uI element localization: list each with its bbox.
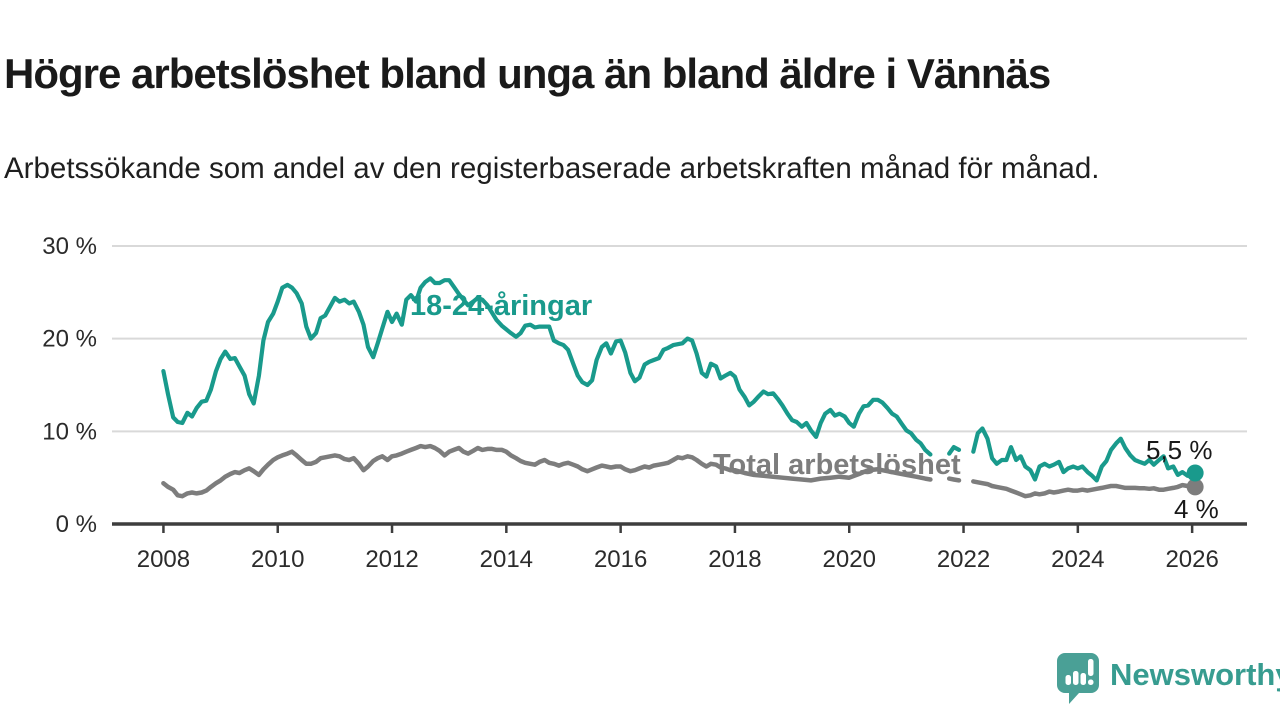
- newsworthy-logo: Newsworthy: [1056, 652, 1280, 704]
- page-title: Högre arbetslöshet bland unga än bland ä…: [4, 50, 1051, 98]
- svg-text:2022: 2022: [937, 546, 990, 573]
- series-label-youth: 18-24-åringar: [410, 290, 593, 322]
- svg-text:20 %: 20 %: [42, 326, 97, 353]
- svg-text:2020: 2020: [823, 546, 876, 573]
- svg-text:2014: 2014: [480, 546, 533, 573]
- svg-text:10 %: 10 %: [42, 418, 97, 445]
- svg-text:30 %: 30 %: [42, 233, 97, 260]
- end-value-label-total: 4 %: [1174, 494, 1219, 524]
- newsworthy-logo-text: Newsworthy: [1110, 657, 1280, 692]
- series-label-total: Total arbetslöshet: [713, 449, 961, 481]
- svg-text:2008: 2008: [137, 546, 190, 573]
- svg-text:2012: 2012: [365, 546, 418, 573]
- svg-text:2010: 2010: [251, 546, 304, 573]
- chart-subtitle: Arbetssökande som andel av den registerb…: [4, 151, 1100, 185]
- svg-text:2018: 2018: [708, 546, 761, 573]
- svg-text:2016: 2016: [594, 546, 647, 573]
- svg-text:2026: 2026: [1165, 546, 1218, 573]
- svg-text:0 %: 0 %: [56, 511, 97, 538]
- newsworthy-speech-bubble-chart-icon: [1057, 653, 1099, 704]
- svg-text:2024: 2024: [1051, 546, 1104, 573]
- end-value-label-youth: 5,5 %: [1146, 435, 1213, 465]
